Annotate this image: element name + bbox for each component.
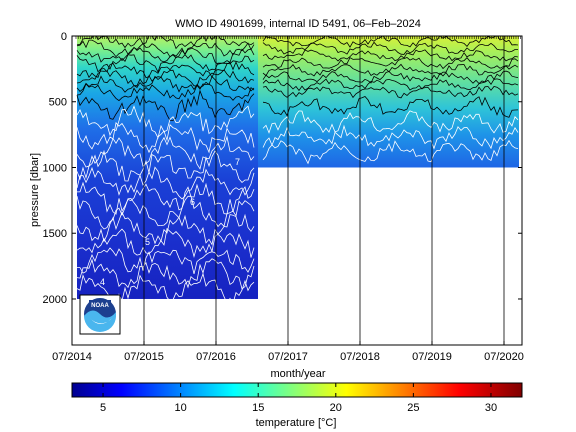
isotherm-line (76, 69, 519, 87)
isotherm-line (76, 149, 255, 183)
isotherm-line (76, 247, 255, 274)
isotherm-label: 7 (235, 157, 240, 167)
isotherm-line (77, 181, 255, 215)
depth-segment-2 (258, 36, 519, 168)
x-axis-label: month/year (270, 368, 325, 380)
colorbar-tick-label: 5 (100, 402, 106, 414)
isotherm-line (76, 135, 519, 170)
temperature-field (77, 36, 519, 299)
svg-text:NOAA: NOAA (91, 303, 109, 309)
colorbar-tick-label: 25 (407, 402, 419, 414)
isotherm-label: 6 (190, 197, 195, 207)
colorbar-ticks: 5 10 15 20 25 30 (100, 383, 497, 414)
isotherm-line (76, 121, 519, 154)
x-tick-label: 07/2018 (340, 351, 380, 363)
year-gridlines (71, 36, 505, 345)
colorbar-tick-label: 20 (330, 402, 342, 414)
y-axis-label: pressure [dbar] (29, 153, 41, 227)
x-axis-ticks: 07/2014 07/2015 07/2016 07/2017 07/2018 07/20… (52, 36, 524, 363)
x-tick-label: 07/2017 (268, 351, 308, 363)
isotherm-label: 5 (145, 237, 150, 247)
isotherm-line (76, 258, 255, 290)
isotherm-line (76, 89, 519, 121)
x-tick-label: 07/2020 (484, 351, 524, 363)
colorbar-gradient (71, 382, 523, 398)
y-axis-ticks: 0 500 1000 1500 2000 (43, 31, 522, 306)
colorbar-tick-label: 10 (174, 402, 186, 414)
isotherm-line (76, 53, 519, 74)
x-tick-label: 07/2016 (196, 351, 236, 363)
isotherm-line (76, 105, 519, 139)
noaa-logo: NOAA (79, 294, 121, 335)
isotherm-label: 4 (100, 277, 105, 287)
isotherm-line (76, 166, 255, 200)
plot-area: 4 5 6 7 07/2014 07/2015 07/2016 07/2017 07/2018… (43, 31, 524, 363)
isotherm-line (76, 46, 519, 65)
isotherm-contours: 4 5 6 7 (76, 36, 519, 305)
y-tick-label: 2000 (43, 294, 67, 306)
x-tick-label: 07/2014 (52, 351, 92, 363)
isotherm-line (76, 195, 255, 230)
isotherm-line (76, 39, 518, 58)
isotherm-line (76, 227, 255, 259)
colorbar-label: temperature [°C] (256, 417, 337, 429)
x-tick-label: 07/2015 (124, 351, 164, 363)
y-tick-label: 0 (61, 31, 67, 43)
isotherm-line (76, 272, 255, 305)
colorbar-tick-label: 15 (252, 402, 264, 414)
colorbar: 5 10 15 20 25 30 temperature [°C] (71, 382, 523, 429)
y-tick-label: 500 (49, 97, 67, 109)
isotherm-line (76, 75, 519, 93)
y-tick-label: 1500 (43, 228, 67, 240)
isotherm-line (76, 211, 255, 246)
x-tick-label: 07/2019 (412, 351, 452, 363)
plot-frame (71, 35, 523, 346)
isotherm-line (76, 83, 519, 102)
colorbar-tick-label: 30 (485, 402, 497, 414)
y-tick-label: 1000 (43, 162, 67, 174)
chart-title: WMO ID 4901699, internal ID 5491, 06–Feb… (175, 18, 421, 30)
